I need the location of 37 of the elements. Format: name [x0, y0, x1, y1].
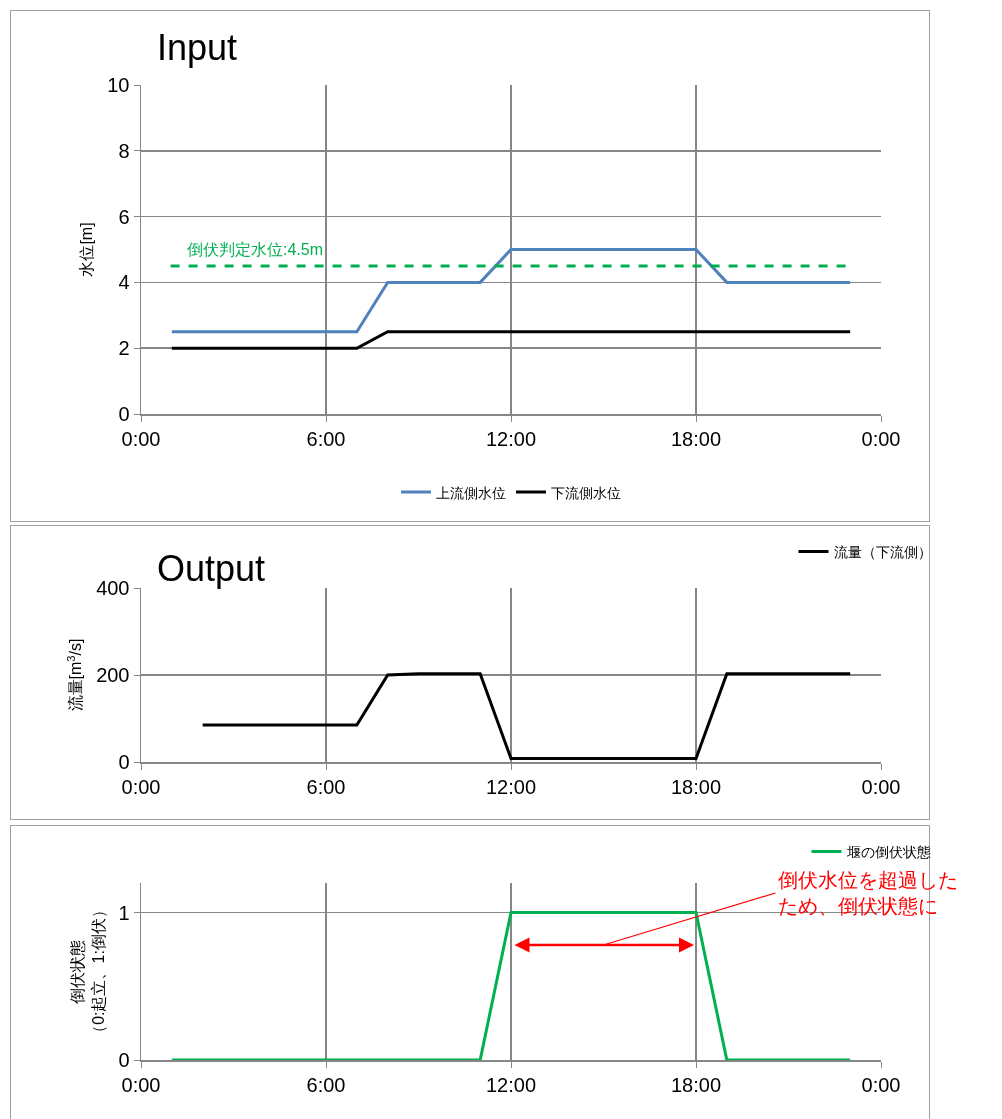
- x-tick-label: 18:00: [670, 1073, 722, 1096]
- y-tick-label: 2: [118, 337, 130, 360]
- x-tick-label: 6:00: [306, 1073, 346, 1096]
- x-tick-label: 0:00: [861, 775, 901, 798]
- y-tick-label: 8: [118, 139, 130, 162]
- x-tick-label: 0:00: [121, 1073, 161, 1096]
- y-tick-label: 0: [118, 1049, 130, 1071]
- chart-title: Input: [157, 27, 238, 69]
- y-axis-title: 水位[m]: [78, 222, 96, 277]
- legend-label: 流量（下流側）: [833, 544, 932, 561]
- x-tick-label: 18:00: [670, 775, 722, 798]
- line-series: [201, 672, 852, 761]
- y-tick-label: 400: [96, 577, 130, 599]
- x-tick-label: 0:00: [861, 1073, 901, 1096]
- y-tick-label: 10: [107, 74, 130, 96]
- ref-line-label: 倒伏判定水位:4.5m: [187, 241, 324, 258]
- x-tick-label: 18:00: [670, 427, 722, 450]
- x-tick-label: 0:00: [861, 427, 901, 450]
- x-tick-label: 12:00: [485, 1073, 537, 1096]
- y-tick-label: 0: [118, 751, 130, 773]
- x-tick-label: 0:00: [121, 775, 161, 798]
- x-tick-label: 0:00: [121, 427, 161, 450]
- x-tick-label: 6:00: [306, 775, 346, 798]
- y-tick-label: 6: [118, 205, 130, 228]
- x-tick-label: 6:00: [306, 427, 346, 450]
- annotation: 倒伏水位を超過したため、倒伏状態に: [778, 869, 958, 917]
- legend-label: 堰の倒伏状態: [845, 844, 931, 861]
- y-tick-label: 4: [118, 271, 130, 294]
- x-tick-label: 12:00: [485, 775, 537, 798]
- y-tick-label: 0: [118, 403, 130, 425]
- x-tick-label: 12:00: [485, 427, 537, 450]
- legend-label: 下流側水位: [551, 484, 621, 501]
- y-tick-label: 1: [118, 901, 130, 924]
- legend-label: 上流側水位: [436, 484, 506, 501]
- chart-title: Output: [157, 547, 266, 589]
- y-axis-title: 倒伏状態（0:起立、1:倒伏）: [68, 902, 107, 1041]
- y-tick-label: 200: [96, 664, 130, 686]
